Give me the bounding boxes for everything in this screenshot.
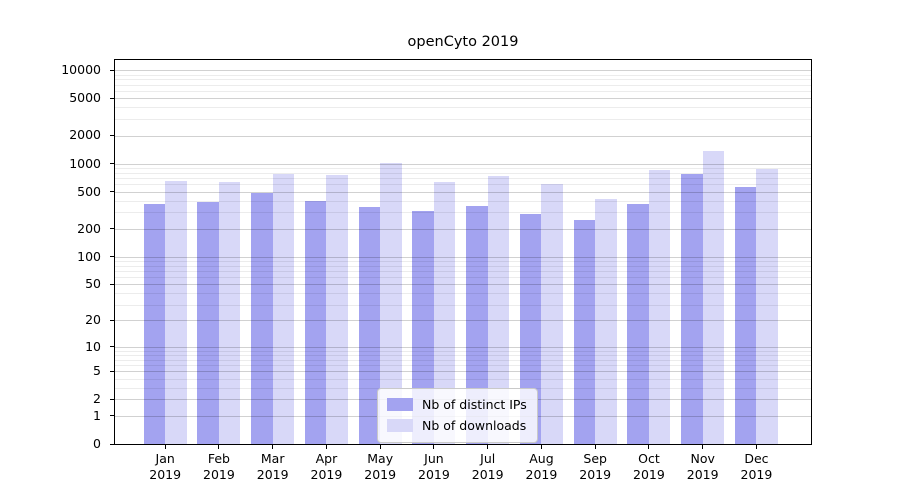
y-tick-label: 20 [85,312,101,328]
y-tick-label: 10000 [61,62,101,78]
gridline-minor [115,74,811,76]
plot-area: Nb of distinct IPs Nb of downloads Jan 20… [61,59,812,482]
y-axis-tick [110,191,115,193]
bar-distinct-ips [734,187,757,444]
bar-downloads [433,182,456,444]
x-tick-label: Apr 2019 [310,451,343,482]
y-axis-tick [110,163,115,165]
x-axis-tick [594,445,596,449]
x-axis-tick [379,445,381,449]
x-axis-tick [648,445,650,449]
bar-downloads [380,163,402,444]
x-tick-label: Oct 2019 [633,451,665,482]
y-tick-label: 2 [93,391,101,407]
y-axis-tick [110,134,115,136]
x-tick-label: Sep 2019 [579,451,612,482]
legend-label-distinct-ips: Nb of distinct IPs [422,397,527,412]
x-tick-label: Aug 2019 [525,451,558,482]
bar-downloads [326,174,348,444]
x-axis-tick [218,445,220,449]
gridline-minor [115,79,811,81]
y-axis-tick [110,69,115,71]
gridline-minor [115,90,811,92]
x-tick-label: Dec 2019 [740,451,773,482]
y-axis-tick [110,443,115,445]
legend: Nb of distinct IPs Nb of downloads [377,388,538,443]
gridline-major [115,135,811,137]
y-axis-tick [110,415,115,417]
y-tick-label: 0 [93,436,101,451]
legend-swatch-downloads [387,419,413,432]
y-axis-tick [110,319,115,321]
y-tick-label: 500 [77,183,101,199]
legend-swatch-distinct-ips [387,398,413,411]
x-axis-tick [164,445,166,449]
x-axis-tick [702,445,704,449]
bar-downloads [487,176,510,444]
y-tick-label: 2000 [69,127,101,143]
bar-downloads [218,182,241,444]
gridline-minor [115,84,811,86]
y-axis-tick [110,97,115,99]
bar-downloads [165,181,187,444]
bar-distinct-ips [627,203,649,444]
y-tick-label: 1 [93,407,101,423]
y-axis-tick [110,283,115,285]
y-tick-label: 10 [85,338,101,354]
gridline-minor [115,107,811,109]
bar-distinct-ips [251,193,273,444]
x-tick-label: Jul 2019 [471,451,504,482]
x-axis-tick [325,445,327,449]
gridline-major [115,98,811,100]
x-tick-label: Feb 2019 [203,451,235,482]
bar-distinct-ips [358,206,381,444]
y-tick-label: 100 [77,248,101,264]
x-tick-label: Nov 2019 [686,451,719,482]
x-tick-label: Jan 2019 [149,451,182,482]
bar-downloads [272,174,295,444]
x-axis-tick [540,445,542,449]
y-tick-label: 200 [77,220,101,236]
bar-distinct-ips [573,219,596,444]
bar-distinct-ips [681,174,703,444]
x-axis-tick [487,445,489,449]
bar-distinct-ips [143,203,166,444]
y-tick-label: 1000 [69,155,101,171]
bar-downloads [702,151,725,444]
legend-entry-distinct-ips: Nb of distinct IPs [387,394,527,415]
chart-title: openCyto 2019 [407,34,519,50]
y-tick-label: 5000 [69,90,101,106]
x-tick-label: Jun 2019 [418,451,450,482]
legend-entry-downloads: Nb of downloads [387,415,527,436]
bar-distinct-ips [197,202,219,444]
x-axis-tick [755,445,757,449]
x-tick-label: Mar 2019 [256,451,289,482]
y-tick-label: 5 [93,363,101,379]
bar-downloads [648,170,671,444]
bar-downloads [756,169,778,444]
bar-distinct-ips [412,211,434,444]
x-axis-tick [272,445,274,449]
bar-distinct-ips [466,206,488,444]
y-axis-tick [110,370,115,372]
y-axis-tick [110,256,115,258]
y-tick-label: 50 [85,276,101,292]
bar-downloads [541,183,563,444]
x-tick-label: May 2019 [364,451,397,482]
legend-label-downloads: Nb of downloads [422,418,527,433]
bar-distinct-ips [304,201,327,444]
y-axis-tick [110,398,115,400]
x-axis-tick [433,445,435,449]
bar-distinct-ips [519,213,542,444]
y-axis-tick [110,228,115,230]
gridline-major [115,70,811,72]
y-axis-tick [110,346,115,348]
gridline-minor [115,119,811,120]
bar-downloads [595,198,617,444]
